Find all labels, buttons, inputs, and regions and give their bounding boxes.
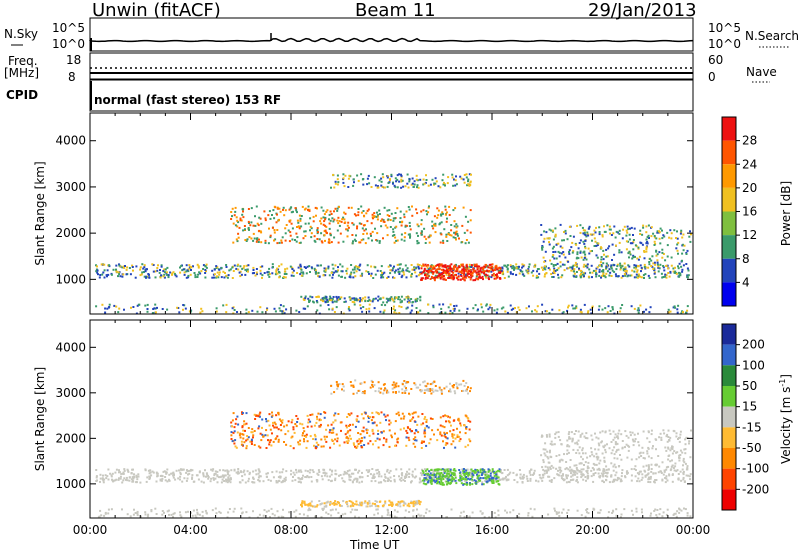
velocity-colorbar-frame: [721, 323, 737, 511]
nsky-trace: [89, 37, 694, 43]
velocity-colorbar-label: -200: [742, 482, 769, 496]
beam-label: Beam 11: [355, 0, 436, 21]
nsky-label: N.Sky: [4, 27, 39, 41]
velocity-colorbar-cell: [722, 344, 736, 366]
xtick-label: 00:00: [73, 523, 108, 537]
velocity-colorbar-label: -100: [742, 462, 769, 476]
cpid-label: CPID: [6, 88, 39, 102]
velocity-colorbar-label: 200: [742, 338, 765, 352]
velocity-colorbar-cell: [722, 448, 736, 469]
power-colorbar-cell: [722, 258, 736, 283]
power-colorbar-cell: [722, 282, 736, 306]
power-colorbar-label: 16: [742, 205, 757, 219]
sky-tick-low: 10^0: [52, 37, 85, 51]
power-ytick-label: 3000: [55, 180, 86, 194]
site-title: Unwin (fitACF): [92, 0, 221, 21]
velocity-colorbar-label: -50: [742, 441, 762, 455]
power-ytick-label: 4000: [55, 134, 86, 148]
velocity-ytick-label: 2000: [55, 431, 86, 445]
velocity-colorbar-cell: [722, 427, 736, 448]
power-ylabel: Slant Range [km]: [33, 161, 47, 265]
power-colorbar-cell: [722, 117, 736, 141]
nsearch-label: N.Search: [745, 29, 800, 43]
velocity-ytick-label: 4000: [55, 340, 86, 354]
power-colorbar-label: 8: [742, 252, 750, 266]
x-axis-label: Time UT: [350, 538, 400, 552]
xtick-label: 20:00: [575, 523, 610, 537]
xtick-label: 04:00: [173, 523, 208, 537]
power-colorbar-cell: [722, 187, 736, 212]
power-colorbar-label: 20: [742, 181, 757, 195]
velocity-colorbar-cell: [722, 468, 736, 490]
velocity-colorbar-label: 15: [742, 400, 757, 414]
velocity-colorbar-title: Velocity [m s-1]: [778, 374, 793, 464]
freq-panel-frame: [89, 52, 694, 80]
power-colorbar-label: 28: [742, 134, 757, 148]
power-colorbar-cell: [722, 164, 736, 188]
nave-tick-high: 60: [708, 53, 724, 67]
velocity-ytick-label: 3000: [55, 386, 86, 400]
velocity-colorbar-label: 50: [742, 379, 757, 393]
velocity-ytick-label: 1000: [55, 477, 86, 491]
power-colorbar-cell: [722, 140, 736, 165]
power-ytick-label: 2000: [55, 226, 86, 240]
velocity-colorbar-cell: [722, 386, 736, 407]
velocity-echo-pixels: [95, 379, 692, 519]
power-colorbar-title: Power [dB]: [779, 181, 793, 246]
velocity-colorbar-cell: [722, 324, 736, 345]
nave-label: Nave: [746, 65, 777, 79]
sky-tick-high: 10^5: [52, 21, 85, 35]
velocity-colorbar-cell: [722, 489, 736, 510]
freq-tick-high: 18: [66, 53, 82, 67]
freq-unit: [MHz]: [4, 66, 40, 80]
power-colorbar-label: 24: [742, 157, 757, 171]
velocity-ylabel: Slant Range [km]: [33, 367, 47, 471]
velocity-colorbar-label: -15: [742, 420, 762, 434]
nave-tick-low: 0: [708, 70, 716, 84]
freq-tick-low: 8: [68, 70, 76, 84]
cpid-panel-frame: [89, 79, 694, 112]
power-colorbar-label: 12: [742, 228, 757, 242]
velocity-colorbar-label: 100: [742, 358, 765, 372]
date-label: 29/Jan/2013: [588, 0, 697, 21]
power-colorbar-cell: [722, 235, 736, 259]
power-echo-pixels: [95, 173, 692, 315]
cpid-value: normal (fast stereo) 153 RF: [94, 93, 282, 107]
power-colorbar-label: 4: [742, 275, 750, 289]
power-ytick-label: 1000: [55, 272, 86, 286]
velocity-panel-bg: [90, 320, 693, 518]
xtick-label: 00:00: [676, 523, 711, 537]
power-colorbar-cell: [722, 211, 736, 236]
xtick-label: 12:00: [374, 523, 409, 537]
velocity-colorbar-cell: [722, 365, 736, 386]
velocity-colorbar-cell: [722, 406, 736, 428]
xtick-label: 16:00: [475, 523, 510, 537]
xtick-label: 08:00: [274, 523, 309, 537]
freq-label: Freq.: [8, 54, 38, 68]
sky-panel-frame: [89, 17, 694, 52]
sky-right-tick-low: 10^0: [708, 37, 741, 51]
sky-right-tick-high: 10^5: [708, 21, 741, 35]
